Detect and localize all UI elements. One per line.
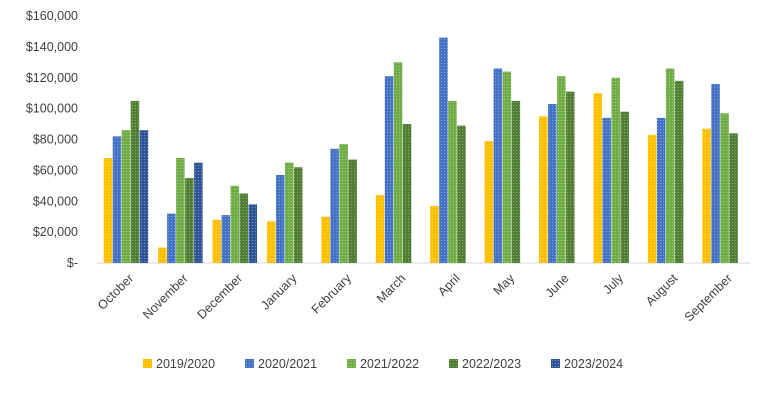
legend-label: 2022/2023: [462, 357, 521, 371]
x-tick-label: September: [682, 271, 735, 324]
bar-2021-2022-september: [720, 113, 729, 263]
bar-2020-2021-october: [112, 136, 122, 263]
bar-2019-2020-july: [593, 93, 602, 263]
legend-swatch: [551, 359, 560, 368]
bars-group: [103, 37, 738, 264]
bar-2020-2021-march: [384, 76, 394, 263]
bar-2021-2022-march: [393, 62, 403, 263]
x-tick-label: October: [95, 271, 136, 312]
y-tick-label: $160,000: [26, 9, 78, 23]
legend-swatch: [449, 359, 458, 368]
x-tick-label: May: [491, 271, 518, 298]
x-tick-label: February: [309, 271, 355, 317]
bar-2019-2020-november: [158, 247, 167, 263]
bar-2019-2020-april: [430, 205, 439, 263]
bar-2020-2021-november: [167, 213, 176, 263]
bar-2020-2021-june: [548, 103, 557, 264]
bar-2020-2021-december: [221, 215, 231, 263]
y-tick-label: $140,000: [26, 40, 78, 54]
legend-swatch: [245, 359, 254, 368]
y-tick-label: $20,000: [33, 225, 78, 239]
bar-2022-2023-february: [348, 159, 357, 263]
bar-2022-2023-march: [402, 124, 412, 263]
bar-2019-2020-october: [103, 158, 113, 263]
bar-2022-2023-may: [511, 100, 521, 263]
legend-label: 2023/2024: [564, 357, 623, 371]
bar-2022-2023-august: [674, 80, 684, 264]
bar-2020-2021-february: [330, 148, 339, 263]
y-tick-label: $-: [67, 256, 78, 270]
bar-2021-2022-july: [611, 77, 620, 263]
bar-2021-2022-may: [502, 71, 512, 263]
x-tick-label: June: [543, 271, 572, 300]
bar-2020-2021-january: [275, 175, 285, 263]
x-tick-label: November: [140, 271, 191, 322]
bar-2022-2023-january: [293, 167, 303, 263]
legend-swatch: [143, 359, 152, 368]
y-tick-label: $40,000: [33, 194, 78, 208]
bar-2019-2020-february: [321, 216, 330, 263]
bar-2022-2023-june: [566, 91, 575, 263]
legend-label: 2021/2022: [360, 357, 419, 371]
bar-2023-2024-october: [139, 130, 149, 263]
x-tick-label: January: [258, 271, 300, 313]
y-axis: $- $20,000 $40,000 $60,000 $80,000 $100,000 $1…: [26, 9, 78, 270]
bar-2021-2022-june: [557, 76, 566, 263]
bar-2019-2020-march: [375, 195, 385, 263]
y-tick-label: $60,000: [33, 163, 78, 177]
y-tick-label: $120,000: [26, 71, 78, 85]
bar-2019-2020-august: [647, 134, 657, 263]
y-tick-label: $80,000: [33, 133, 78, 147]
bar-2021-2022-october: [121, 130, 131, 263]
bar-2020-2021-september: [711, 83, 720, 263]
legend-swatch: [347, 359, 356, 368]
x-tick-label: August: [643, 271, 681, 309]
bar-2020-2021-august: [656, 117, 666, 263]
x-tick-label: March: [374, 271, 408, 305]
bar-2021-2022-january: [284, 162, 294, 263]
bar-2020-2021-july: [602, 117, 611, 263]
bar-2021-2022-december: [230, 185, 240, 263]
bar-2022-2023-november: [185, 178, 194, 263]
bar-2022-2023-december: [239, 193, 249, 263]
bar-2019-2020-june: [539, 116, 548, 263]
bar-2022-2023-september: [729, 133, 738, 263]
legend: 2019/2020 2020/2021 2021/2022 2022/2023 2023…: [143, 357, 623, 371]
bar-2021-2022-august: [665, 68, 675, 263]
bar-2022-2023-october: [130, 100, 140, 263]
bar-2019-2020-january: [266, 221, 276, 263]
bar-2021-2022-april: [448, 100, 457, 263]
bar-2022-2023-july: [620, 111, 629, 264]
x-tick-label: July: [600, 271, 626, 297]
bar-2021-2022-february: [339, 144, 348, 263]
x-axis: October November December January February Ma…: [95, 262, 750, 324]
bar-2019-2020-december: [212, 219, 222, 263]
bar-2023-2024-december: [248, 204, 258, 263]
legend-label: 2020/2021: [258, 357, 317, 371]
x-tick-label: April: [435, 271, 463, 299]
bar-2020-2021-april: [439, 37, 448, 263]
bar-2019-2020-september: [702, 128, 711, 263]
bar-2022-2023-april: [457, 125, 466, 263]
bar-2019-2020-may: [484, 141, 494, 263]
y-tick-label: $100,000: [26, 102, 78, 116]
x-tick-label: December: [194, 271, 245, 322]
legend-label: 2019/2020: [156, 357, 215, 371]
bar-2023-2024-november: [194, 162, 203, 263]
bar-2021-2022-november: [176, 158, 185, 263]
bar-2020-2021-may: [493, 68, 503, 263]
